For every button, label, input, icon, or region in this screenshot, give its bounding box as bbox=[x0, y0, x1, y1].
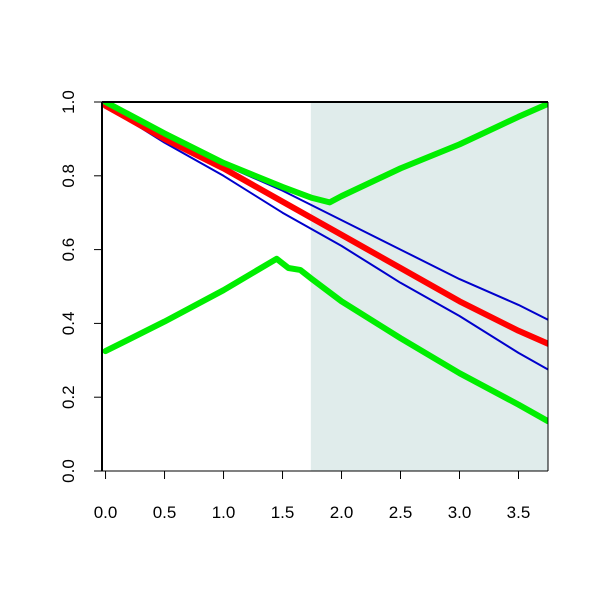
x-tick-label: 2.0 bbox=[330, 503, 354, 522]
y-tick-label: 1.0 bbox=[59, 90, 78, 114]
y-tick-label: 0.0 bbox=[59, 459, 78, 483]
x-tick-label: 0.5 bbox=[153, 503, 177, 522]
series-line-2 bbox=[104, 104, 548, 371]
x-tick-label: 3.0 bbox=[448, 503, 472, 522]
x-tick-label: 1.5 bbox=[271, 503, 295, 522]
y-tick-label: 0.2 bbox=[59, 385, 78, 409]
x-tick-label: 0.0 bbox=[94, 503, 118, 522]
x-tick-label: 3.5 bbox=[507, 503, 531, 522]
x-tick-label: 2.5 bbox=[389, 503, 413, 522]
series-line-3 bbox=[102, 102, 548, 206]
y-tick-label: 0.8 bbox=[59, 164, 78, 188]
y-tick-label: 0.4 bbox=[59, 312, 78, 336]
series-line-4 bbox=[102, 255, 548, 425]
y-tick-label: 0.6 bbox=[59, 238, 78, 262]
x-tick-label: 1.0 bbox=[212, 503, 236, 522]
x-axis: 0.0 0.5 1.0 1.5 2.0 2.5 3.0 3.5 bbox=[94, 471, 531, 522]
series-line-0 bbox=[102, 102, 548, 347]
y-axis: 0.0 0.2 0.4 0.6 0.8 1.0 bbox=[59, 90, 102, 483]
